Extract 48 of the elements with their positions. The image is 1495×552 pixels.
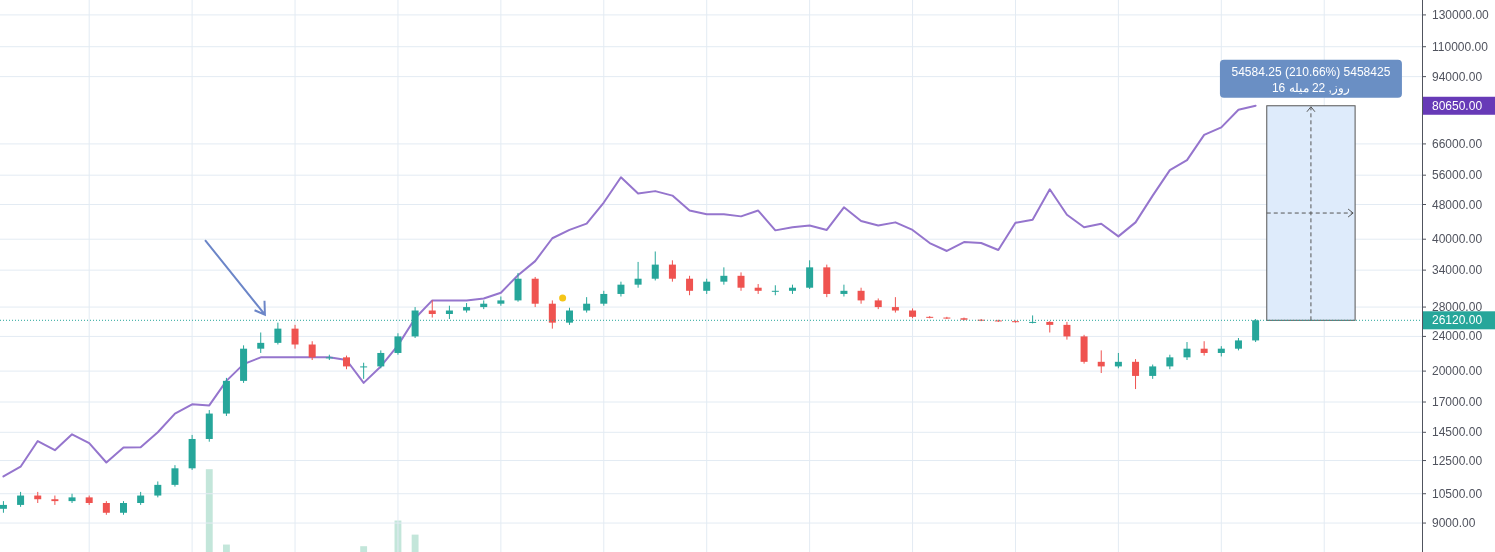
bar [360, 546, 368, 552]
candlestick [51, 495, 59, 506]
candlestick [68, 493, 76, 504]
candlestick [360, 362, 368, 380]
y-tick-label: 10500.00 [1432, 486, 1483, 501]
y-tick-label: 48000.00 [1432, 197, 1483, 212]
bar [411, 534, 419, 552]
candlestick [806, 259, 814, 290]
y-tick-label: 24000.00 [1432, 329, 1483, 344]
candlestick [291, 324, 299, 350]
y-tick-label: 40000.00 [1432, 232, 1483, 247]
ref-line-label: 26120.00 [1432, 313, 1483, 328]
candlestick [1011, 319, 1019, 324]
text: 80650.00 [1432, 98, 1483, 113]
y-tick-label: 28000.00 [1432, 300, 1483, 315]
candlestick [257, 331, 265, 354]
candlestick [394, 332, 402, 356]
candlestick [771, 284, 779, 296]
candlestick [308, 340, 316, 361]
y-tick-label: 12500.00 [1432, 453, 1483, 468]
y-tick-label: 17000.00 [1432, 395, 1483, 410]
y-tick-label: 56000.00 [1432, 168, 1483, 183]
candlestick [1183, 341, 1191, 361]
candlestick [548, 299, 556, 330]
y-tick-label: 20000.00 [1432, 364, 1483, 379]
bar [205, 469, 213, 552]
y-tick-label: 130000.00 [1432, 7, 1490, 22]
y-tick-label: 94000.00 [1432, 69, 1483, 84]
y-tick-label: 9000.00 [1432, 516, 1476, 531]
candlestick [651, 250, 659, 281]
y-tick-label: 34000.00 [1432, 263, 1483, 278]
candlestick [720, 266, 728, 286]
candlestick [514, 272, 522, 303]
bar [222, 544, 230, 552]
line-series [2, 104, 1257, 478]
candlestick [737, 271, 745, 292]
candlestick [840, 284, 848, 297]
candlestick [668, 259, 676, 283]
candlestick [171, 464, 179, 488]
y-tick-label: 110000.00 [1432, 39, 1489, 54]
candlestick [497, 296, 505, 307]
candlestick [943, 316, 951, 320]
y-tick-label: 14500.00 [1432, 425, 1483, 440]
candlestick [274, 322, 282, 346]
candlestick [686, 275, 694, 296]
candlestick [634, 261, 642, 289]
y-tick-label: 66000.00 [1432, 136, 1483, 151]
candlestick [1132, 358, 1140, 390]
